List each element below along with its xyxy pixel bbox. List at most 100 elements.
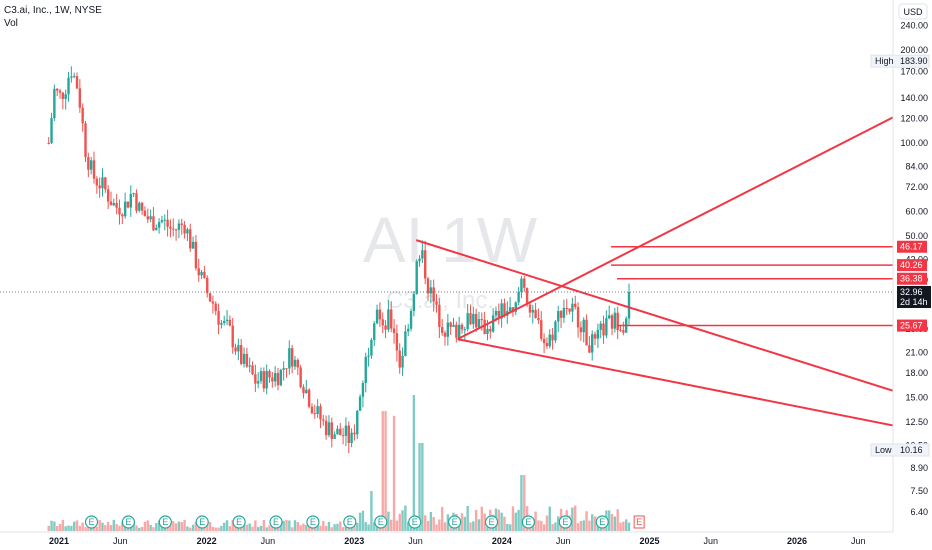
candle-body	[155, 227, 158, 231]
volume-bar	[78, 525, 82, 531]
candle-body	[446, 322, 450, 337]
volume-bars	[47, 395, 631, 531]
candle-body	[401, 355, 404, 368]
volume-bar	[474, 509, 478, 531]
candle-body	[571, 303, 574, 312]
volume-bar	[302, 523, 305, 531]
volume-bar	[211, 526, 215, 531]
volume-bar	[497, 509, 500, 531]
volume-bar	[438, 519, 441, 531]
volume-bar	[109, 524, 113, 531]
volume-bar	[418, 443, 421, 531]
earnings-marker: E	[158, 515, 172, 529]
candle-body	[98, 185, 101, 189]
volume-bar	[129, 526, 133, 531]
candle-body	[333, 434, 336, 439]
candle-body	[132, 193, 135, 195]
volume-bar	[607, 510, 611, 531]
volume-bar	[429, 511, 433, 531]
candle-body	[160, 220, 164, 223]
volume-bar	[197, 524, 200, 531]
volume-bar	[469, 522, 472, 531]
candle-body	[194, 241, 198, 269]
candle-body	[143, 210, 147, 217]
candle-body	[174, 229, 178, 231]
time-tick: 2024	[492, 536, 512, 546]
candle-body	[557, 311, 560, 322]
candle-body	[409, 310, 413, 329]
candle-body	[138, 202, 141, 211]
volume-bar	[293, 520, 297, 531]
volume-bar	[463, 516, 467, 531]
candle-body	[395, 333, 399, 351]
candle-body	[307, 389, 311, 407]
candle-body	[231, 325, 234, 348]
candle-body	[189, 229, 192, 249]
candle-body	[574, 303, 577, 308]
candle-body	[460, 324, 464, 330]
volume-bar	[174, 523, 178, 531]
candle-body	[217, 311, 220, 325]
volume-bar	[98, 520, 101, 531]
candle-body	[463, 329, 467, 331]
candles	[47, 66, 631, 454]
earnings-marker: E	[521, 515, 536, 529]
symbol-title[interactable]: C3.ai, Inc., 1W, NYSE	[4, 5, 102, 16]
price-tick: 6.40	[910, 507, 928, 517]
candle-body	[455, 324, 458, 338]
candle-body	[358, 396, 362, 411]
price-tick: 7.50	[910, 486, 928, 496]
candle-body	[404, 331, 407, 356]
candle-body	[477, 319, 481, 328]
volume-bar	[319, 525, 322, 531]
candle-body	[152, 216, 155, 231]
candle-body	[248, 365, 251, 367]
candle-body	[341, 435, 345, 437]
volume-bar	[392, 415, 396, 531]
candle-body	[469, 313, 472, 325]
volume-bar	[523, 475, 526, 531]
volume-bar	[307, 525, 311, 531]
volume-bar	[610, 514, 614, 531]
candle-body	[299, 367, 302, 388]
price-level-label-bg	[897, 240, 927, 253]
volume-bar	[271, 526, 274, 531]
candle-body	[548, 334, 551, 347]
candle-body	[104, 177, 107, 190]
candle-body	[474, 313, 478, 328]
candle-body	[415, 261, 418, 294]
earnings-marker: E	[343, 515, 357, 529]
volume-indicator-label[interactable]: Vol	[4, 18, 18, 29]
candle-body	[537, 317, 540, 321]
price-level-label: 25.67	[900, 321, 923, 331]
candle-body	[356, 410, 359, 435]
time-axis[interactable]: 2021 Jun 2022 Jun 2023 Jun 2024 Jun 2025 Jun 2026 J…	[0, 531, 893, 546]
drawings[interactable]	[0, 116, 894, 427]
candle-body	[588, 345, 591, 353]
candle-body	[534, 309, 537, 318]
volume-bar	[624, 519, 628, 531]
volume-bar	[542, 524, 546, 531]
candle-body	[47, 142, 50, 144]
trendline	[415, 239, 894, 392]
candle-body	[84, 123, 87, 158]
candle-body	[373, 323, 376, 340]
volume-bar	[143, 521, 147, 531]
volume-bar	[582, 520, 585, 531]
volume-bar	[225, 520, 229, 531]
volume-bar	[115, 524, 118, 531]
candle-body	[390, 309, 393, 329]
high-marker-value: 183.90	[900, 56, 928, 66]
candle-body	[157, 222, 161, 228]
volume-bar	[387, 511, 390, 531]
candle-body	[197, 268, 200, 276]
candle-body	[211, 301, 215, 304]
candle-body	[339, 428, 342, 436]
volume-bar	[242, 525, 246, 531]
earnings-marker: E	[232, 515, 246, 529]
earnings-marker-label: E	[162, 517, 168, 527]
candle-body	[75, 76, 79, 89]
